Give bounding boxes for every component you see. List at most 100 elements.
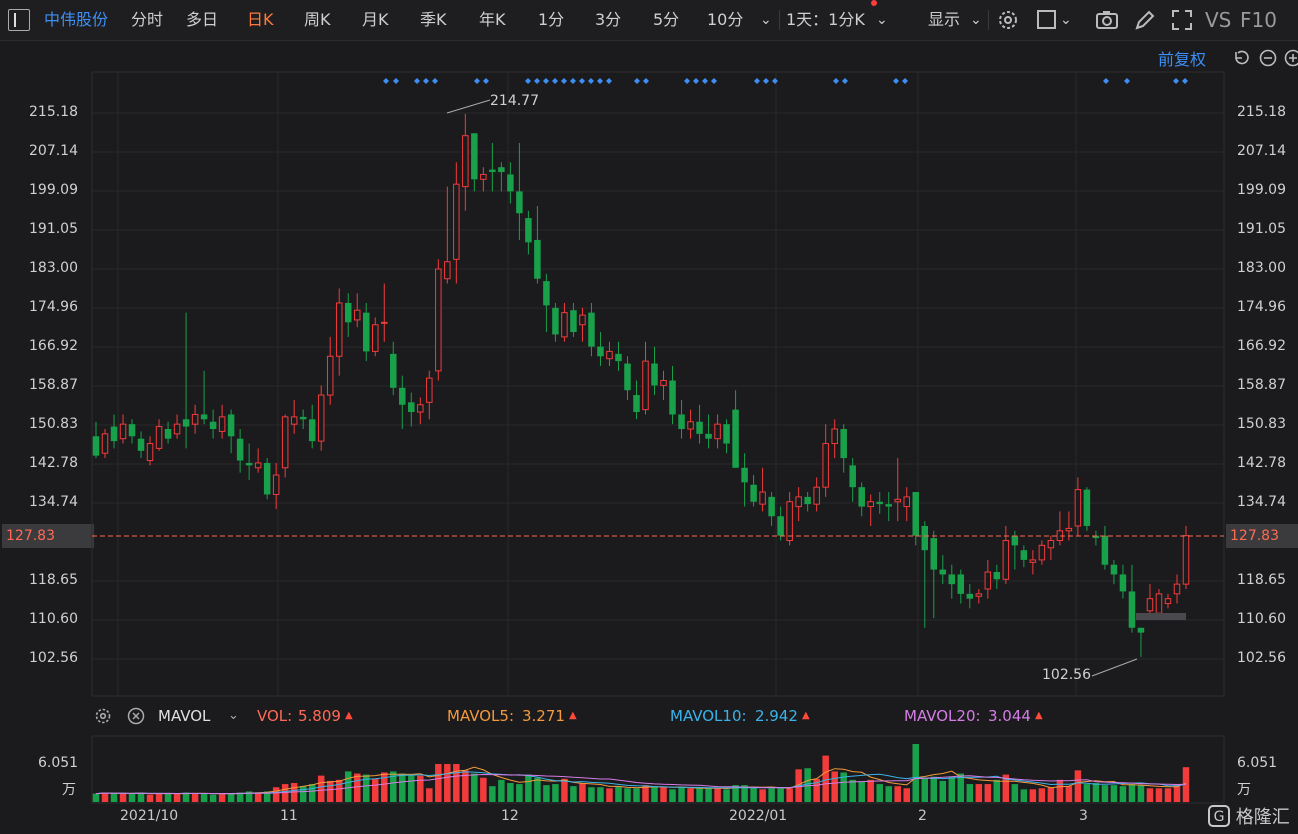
volume-bar	[705, 788, 712, 802]
x-axis-label-mar: 3	[1079, 808, 1088, 824]
candle-body	[588, 312, 595, 347]
candle-body	[182, 419, 190, 427]
tab-period-1min[interactable]: 1分	[538, 10, 565, 29]
candle-body	[218, 416, 226, 432]
candle-body	[92, 436, 100, 456]
volume-bar	[642, 785, 649, 802]
volume-bar	[570, 786, 577, 802]
candle-body	[831, 428, 838, 445]
volume-bar	[471, 773, 478, 802]
close-indicator-icon[interactable]	[127, 707, 145, 725]
tab-period-monthly[interactable]: 月K	[362, 10, 389, 29]
volume-bar	[390, 771, 397, 802]
period-combo-select[interactable]: 1天：1分K	[786, 10, 865, 29]
camera-icon[interactable]	[1095, 8, 1119, 32]
display-menu[interactable]: 显示	[928, 10, 961, 29]
x-axis-label-oct: 2021/10	[120, 808, 179, 824]
candle-body	[624, 363, 631, 391]
candle-body	[822, 443, 829, 488]
volume-bar	[804, 768, 811, 802]
f10-button[interactable]: F10	[1240, 8, 1277, 32]
chart-toolbar: 中伟股份 分时 多日 日K 周K 月K 季K 年K 1分 3分 5分 10分 ⌄…	[0, 0, 1298, 41]
candle-body	[885, 504, 892, 507]
volume-bar	[317, 775, 325, 802]
candle-body	[930, 538, 938, 570]
settings-gear-icon[interactable]	[996, 8, 1020, 32]
candle-body	[408, 402, 415, 413]
candle-body	[272, 474, 280, 495]
event-marker-icon	[634, 78, 640, 84]
volume-bar	[200, 793, 208, 802]
volume-bar	[353, 773, 361, 802]
indicator-chevron-icon[interactable]: ⌄	[228, 708, 239, 723]
candle-body	[1020, 550, 1028, 560]
adjust-mode-button[interactable]: 前复权	[1158, 50, 1207, 69]
volume-bar	[362, 774, 370, 802]
candle-body	[155, 426, 163, 449]
draw-pen-icon[interactable]	[1133, 8, 1157, 32]
undo-icon[interactable]	[1232, 49, 1250, 67]
volume-bar	[480, 777, 487, 802]
volume-bar	[1074, 770, 1082, 802]
volume-bar	[489, 786, 496, 802]
volume-bar	[1002, 774, 1010, 802]
volume-bar	[606, 788, 613, 802]
mavol5-up-arrow-icon: ▲	[569, 710, 577, 721]
range-highlight-box	[1136, 613, 1186, 620]
tab-period-yearly[interactable]: 年K	[479, 10, 506, 29]
candle-body	[308, 419, 316, 442]
volume-bar	[732, 785, 739, 802]
tab-period-daily[interactable]: 日K	[247, 10, 274, 29]
candle-body	[750, 484, 757, 502]
volume-bar	[1065, 786, 1073, 802]
volume-bar	[813, 778, 820, 802]
zoom-in-icon[interactable]	[1284, 49, 1298, 67]
candle-body	[957, 574, 965, 594]
event-marker-icon	[902, 78, 908, 84]
tab-period-5min[interactable]: 5分	[653, 10, 680, 29]
tab-period-quarterly[interactable]: 季K	[420, 10, 447, 29]
volume-bar	[759, 789, 766, 802]
candle-body	[1173, 583, 1181, 595]
volume-bar	[110, 793, 118, 802]
candle-body	[1011, 535, 1019, 546]
volume-bar	[615, 786, 622, 802]
volume-bar	[1020, 789, 1028, 802]
tab-period-3min[interactable]: 3分	[595, 10, 622, 29]
vs-compare-button[interactable]: VS	[1205, 8, 1232, 32]
volume-bar	[1047, 787, 1055, 802]
indicator-name[interactable]: MAVOL	[158, 707, 211, 725]
candle-body	[1092, 535, 1100, 539]
zoom-out-icon[interactable]	[1259, 49, 1277, 67]
stock-name[interactable]: 中伟股份	[44, 10, 109, 29]
volume-bar	[372, 778, 379, 802]
candle-body	[164, 429, 172, 439]
volume-bar	[624, 788, 631, 802]
tab-period-duori[interactable]: 多日	[186, 10, 219, 29]
candle-body	[516, 191, 523, 214]
volume-bar	[669, 789, 676, 802]
tab-period-10min[interactable]: 10分	[707, 10, 744, 29]
volume-bar	[408, 775, 415, 802]
indicator-settings-gear-icon[interactable]	[94, 707, 112, 725]
price-axis-tick-left: 199.09	[29, 182, 78, 198]
more-periods-chevron-icon[interactable]: ⌄	[760, 12, 772, 28]
candle-body	[858, 487, 865, 507]
fullscreen-icon[interactable]	[1170, 8, 1194, 32]
candle-body	[543, 281, 550, 306]
tab-period-weekly[interactable]: 周K	[304, 10, 331, 29]
layout-square-icon[interactable]	[1036, 8, 1060, 32]
tab-period-fenshi[interactable]: 分时	[131, 10, 164, 29]
candle-body	[813, 486, 820, 505]
candle-body	[867, 501, 874, 508]
mavol10-label: MAVOL10:	[670, 707, 747, 725]
price-axis-tick-left: 134.74	[29, 493, 78, 510]
volume-bar	[155, 793, 163, 802]
event-marker-icon	[432, 78, 438, 84]
candle-body	[498, 167, 505, 173]
price-axis-tick-left: 150.83	[29, 415, 78, 432]
volume-bar	[561, 778, 568, 802]
sidebar-toggle-icon[interactable]	[8, 9, 30, 31]
volume-bar	[417, 775, 424, 802]
